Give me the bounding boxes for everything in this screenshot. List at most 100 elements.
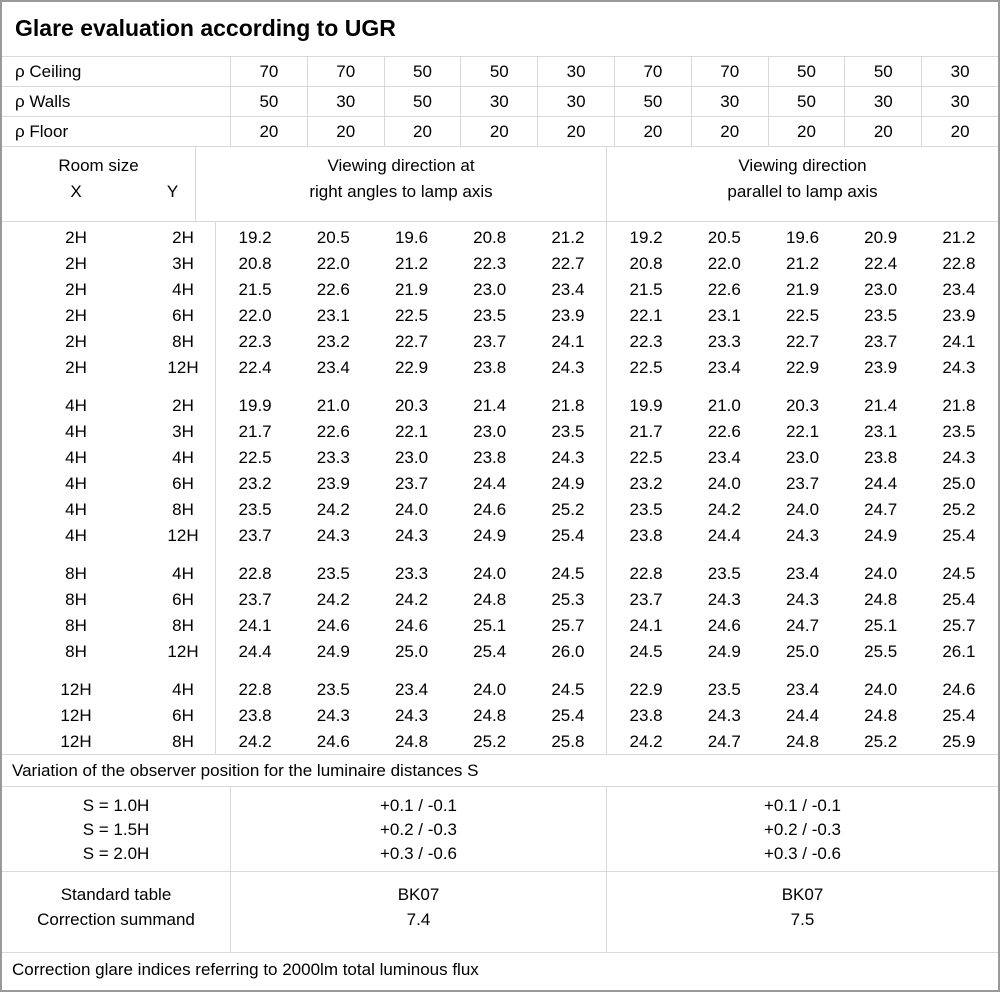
room-x-value: 4H [65,526,87,545]
ugr-value-right-angles: 22.6 [316,280,350,299]
reflectance-value: 50 [230,87,307,116]
ugr-value-parallel: 23.5 [864,306,898,325]
ugr-value-parallel: 22.8 [942,254,976,273]
ugr-value-right-angles: 26.0 [551,642,585,661]
ugr-value-parallel: 25.1 [864,616,898,635]
ugr-value-right-angles: 22.7 [394,332,429,351]
ugr-value-parallel: 25.2 [864,732,898,751]
correction-summand-label: Correction summand [37,910,195,929]
ugr-row: 2H 3H 20.8 22.0 21.2 22.3 22.7 20.8 22.0 21.2 22.4… [2,251,998,277]
ugr-value-parallel: 24.5 [942,564,976,583]
ugr-row: 2H 12H 22.4 23.4 22.9 23.8 24.3 22.5 23.4 22.9 23.… [2,355,998,381]
ugr-value-right-angles: 25.2 [551,500,585,519]
ugr-row: 2H 4H 21.5 22.6 21.9 23.0 23.4 21.5 22.6 21.9 23.0… [2,277,998,303]
ugr-value-parallel: 24.3 [785,590,820,609]
ugr-value-parallel: 24.4 [707,526,741,545]
ugr-value-parallel: 23.4 [785,564,820,583]
ugr-value-right-angles: 24.3 [394,526,429,545]
ugr-row: 12H 6H 23.8 24.3 24.3 24.8 25.4 23.8 24.3 24.4 24.… [2,703,998,729]
ugr-value-right-angles: 24.6 [394,616,429,635]
room-x-value: 2H [65,358,87,377]
ugr-value-parallel: 22.3 [629,332,663,351]
room-x-value: 12H [60,732,92,751]
ugr-value-parallel: 24.4 [785,706,820,725]
room-y-value: 6H [172,474,194,493]
ugr-value-right-angles: 24.8 [394,732,429,751]
ugr-value-right-angles: 24.6 [473,500,507,519]
ugr-value-parallel: 23.3 [707,332,741,351]
parallel-group-header: Viewing direction parallel to lamp axis [606,147,998,221]
ugr-value-right-angles: 24.9 [316,642,350,661]
reflectance-value: 30 [537,57,614,86]
ugr-value-right-angles: 24.3 [394,706,429,725]
ugr-value-parallel: 24.1 [942,332,976,351]
room-x-value: 12H [60,680,92,699]
variation-value-right-angles: +0.2 / -0.3 [379,820,458,839]
room-y-value: 8H [172,616,194,635]
right-angles-header-line2: right angles to lamp axis [309,182,493,201]
room-y-value: 6H [172,706,194,725]
ugr-value-right-angles: 23.4 [551,280,585,299]
ugr-value-right-angles: 24.2 [394,590,429,609]
reflectance-value: 30 [306,87,384,116]
room-x-value: 4H [65,448,87,467]
parallel-header-line2: parallel to lamp axis [727,182,878,201]
ugr-value-parallel: 23.4 [785,680,820,699]
room-y-value: 6H [172,590,194,609]
correction-summand-value-right-angles: 7.4 [406,910,431,929]
reflectance-value: 70 [230,57,307,86]
ugr-row: 8H 6H 23.7 24.2 24.2 24.8 25.3 23.7 24.3 24.3 24.8… [2,587,998,613]
room-y-value: 8H [172,332,194,351]
ugr-value-right-angles: 23.8 [238,706,272,725]
ugr-value-right-angles: 25.4 [473,642,507,661]
ugr-value-right-angles: 24.9 [551,474,585,493]
ugr-value-right-angles: 21.7 [238,422,272,441]
reflectance-value: 20 [306,117,384,146]
variation-value-parallel: +0.3 / -0.6 [763,844,842,863]
room-x-value: 4H [65,422,87,441]
ugr-value-right-angles: 24.1 [238,616,272,635]
ugr-value-right-angles: 21.9 [394,280,429,299]
ugr-value-parallel: 24.2 [707,500,741,519]
ugr-value-parallel: 21.2 [942,228,976,247]
parallel-header-line1: Viewing direction [738,156,867,175]
ugr-value-right-angles: 22.9 [394,358,429,377]
ugr-value-parallel: 22.4 [864,254,898,273]
ugr-value-parallel: 21.8 [942,396,976,415]
reflectance-value: 50 [383,87,461,116]
right-angles-group-header: Viewing direction at right angles to lam… [195,147,606,221]
ugr-value-right-angles: 22.4 [238,358,272,377]
ugr-value-parallel: 23.0 [785,448,820,467]
ugr-value-right-angles: 22.1 [394,422,429,441]
reflectance-value: 50 [767,57,845,86]
variation-note: Variation of the observer position for t… [2,755,998,787]
ugr-value-right-angles: 21.5 [238,280,272,299]
standard-table-value-right-angles: BK07 [397,885,440,904]
room-x-value: 4H [65,474,87,493]
ugr-value-right-angles: 23.8 [473,358,507,377]
ugr-value-right-angles: 23.5 [551,422,585,441]
ugr-value-right-angles: 23.4 [316,358,350,377]
ugr-value-parallel: 24.8 [864,706,898,725]
ugr-value-parallel: 23.5 [629,500,663,519]
ugr-value-right-angles: 24.1 [551,332,585,351]
ugr-value-right-angles: 23.9 [551,306,585,325]
room-xy-header: X Y [2,179,195,205]
reflectance-value: 20 [844,117,921,146]
reflectance-value: 20 [460,117,537,146]
ugr-value-right-angles: 25.7 [551,616,585,635]
ugr-row: 12H 8H 24.2 24.6 24.8 25.2 25.8 24.2 24.7 24.8 25.… [2,729,998,755]
ugr-value-right-angles: 23.5 [473,306,507,325]
ugr-value-parallel: 20.8 [629,254,663,273]
ugr-value-right-angles: 21.4 [473,396,507,415]
ugr-value-right-angles: 25.4 [551,706,585,725]
variation-value-parallel: +0.1 / -0.1 [763,796,842,815]
room-y-value: 12H [167,358,199,377]
ugr-row: 4H 4H 22.5 23.3 23.0 23.8 24.3 22.5 23.4 23.0 23.8… [2,445,998,471]
ugr-value-parallel: 24.0 [864,680,898,699]
summary-right-angles-cell: BK07 7.4 [230,872,606,952]
ugr-value-parallel: 21.7 [629,422,663,441]
ugr-value-parallel: 25.4 [942,590,976,609]
right-angles-header-line1: Viewing direction at [327,156,475,175]
